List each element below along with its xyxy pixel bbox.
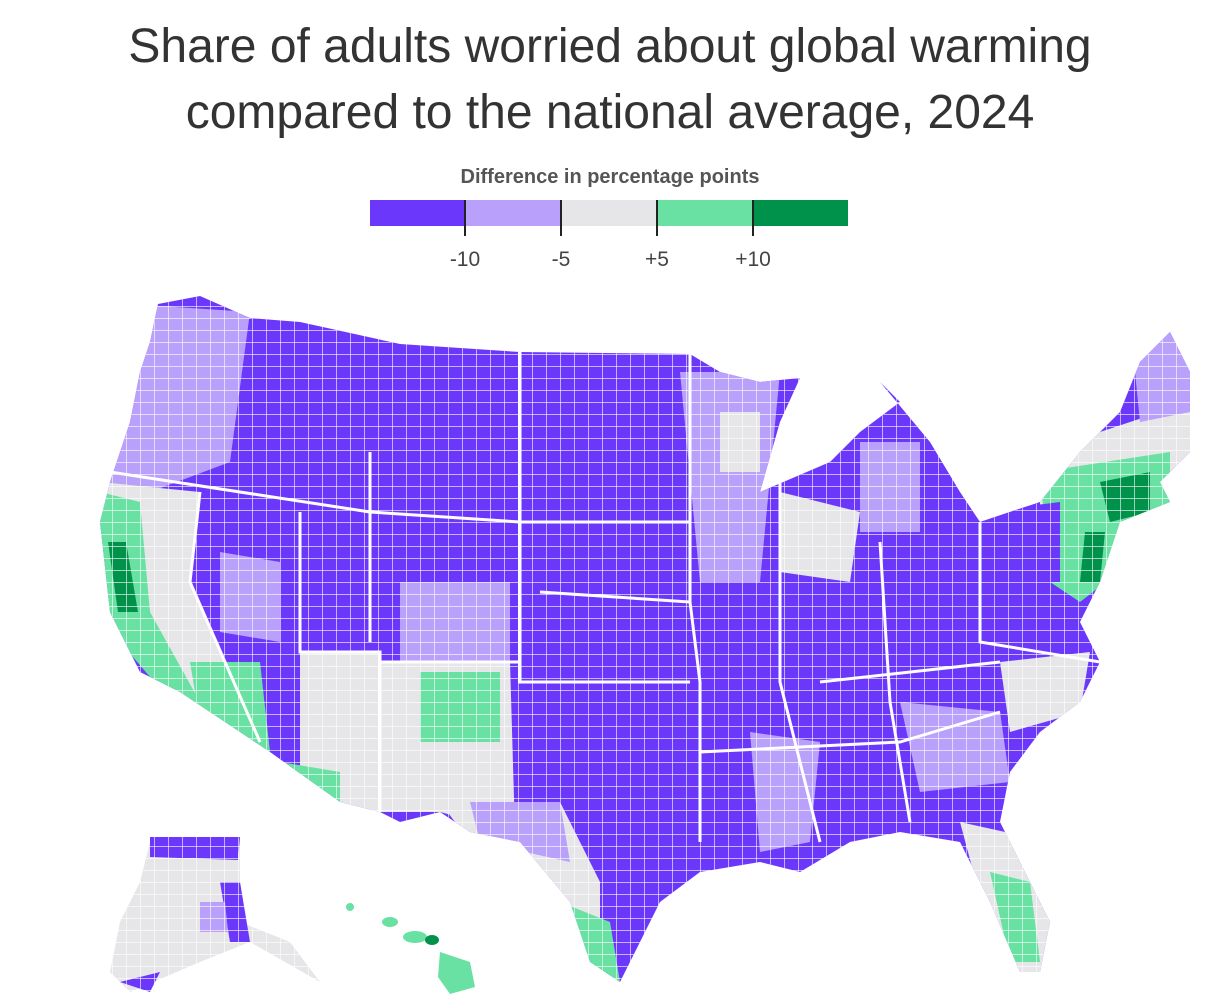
alaska: [100, 832, 340, 1002]
legend-tick-1: [464, 200, 466, 236]
legend-title: Difference in percentage points: [460, 166, 760, 188]
legend-swatch-strong-below: [370, 200, 466, 226]
legend-tick-4: [752, 200, 754, 236]
title-line-1: Share of adults worried about global war…: [128, 20, 1092, 73]
title-line-2: compared to the national average, 2024: [185, 86, 1035, 139]
legend-swatch-strong-above: [752, 200, 848, 226]
legend-label-plus-10: +10: [735, 248, 771, 271]
legend-swatch-above: [656, 200, 753, 226]
hawaii: [346, 903, 475, 994]
legend-tick-3: [656, 200, 658, 236]
legend-swatch-below: [465, 200, 562, 226]
chart-title: Share of adults worried about global war…: [0, 14, 1220, 146]
state-borders: [109, 352, 1101, 843]
us-county-map: [100, 296, 1190, 1002]
legend-tick-2: [560, 200, 562, 236]
color-legend: Difference in percentage points -10 -5 +…: [0, 162, 1220, 282]
legend-bar: [370, 200, 848, 226]
legend-swatch-near: [561, 200, 657, 226]
legend-label-minus-10: -10: [449, 248, 481, 271]
legend-label-plus-5: +5: [645, 248, 669, 271]
legend-label-minus-5: -5: [551, 248, 571, 271]
